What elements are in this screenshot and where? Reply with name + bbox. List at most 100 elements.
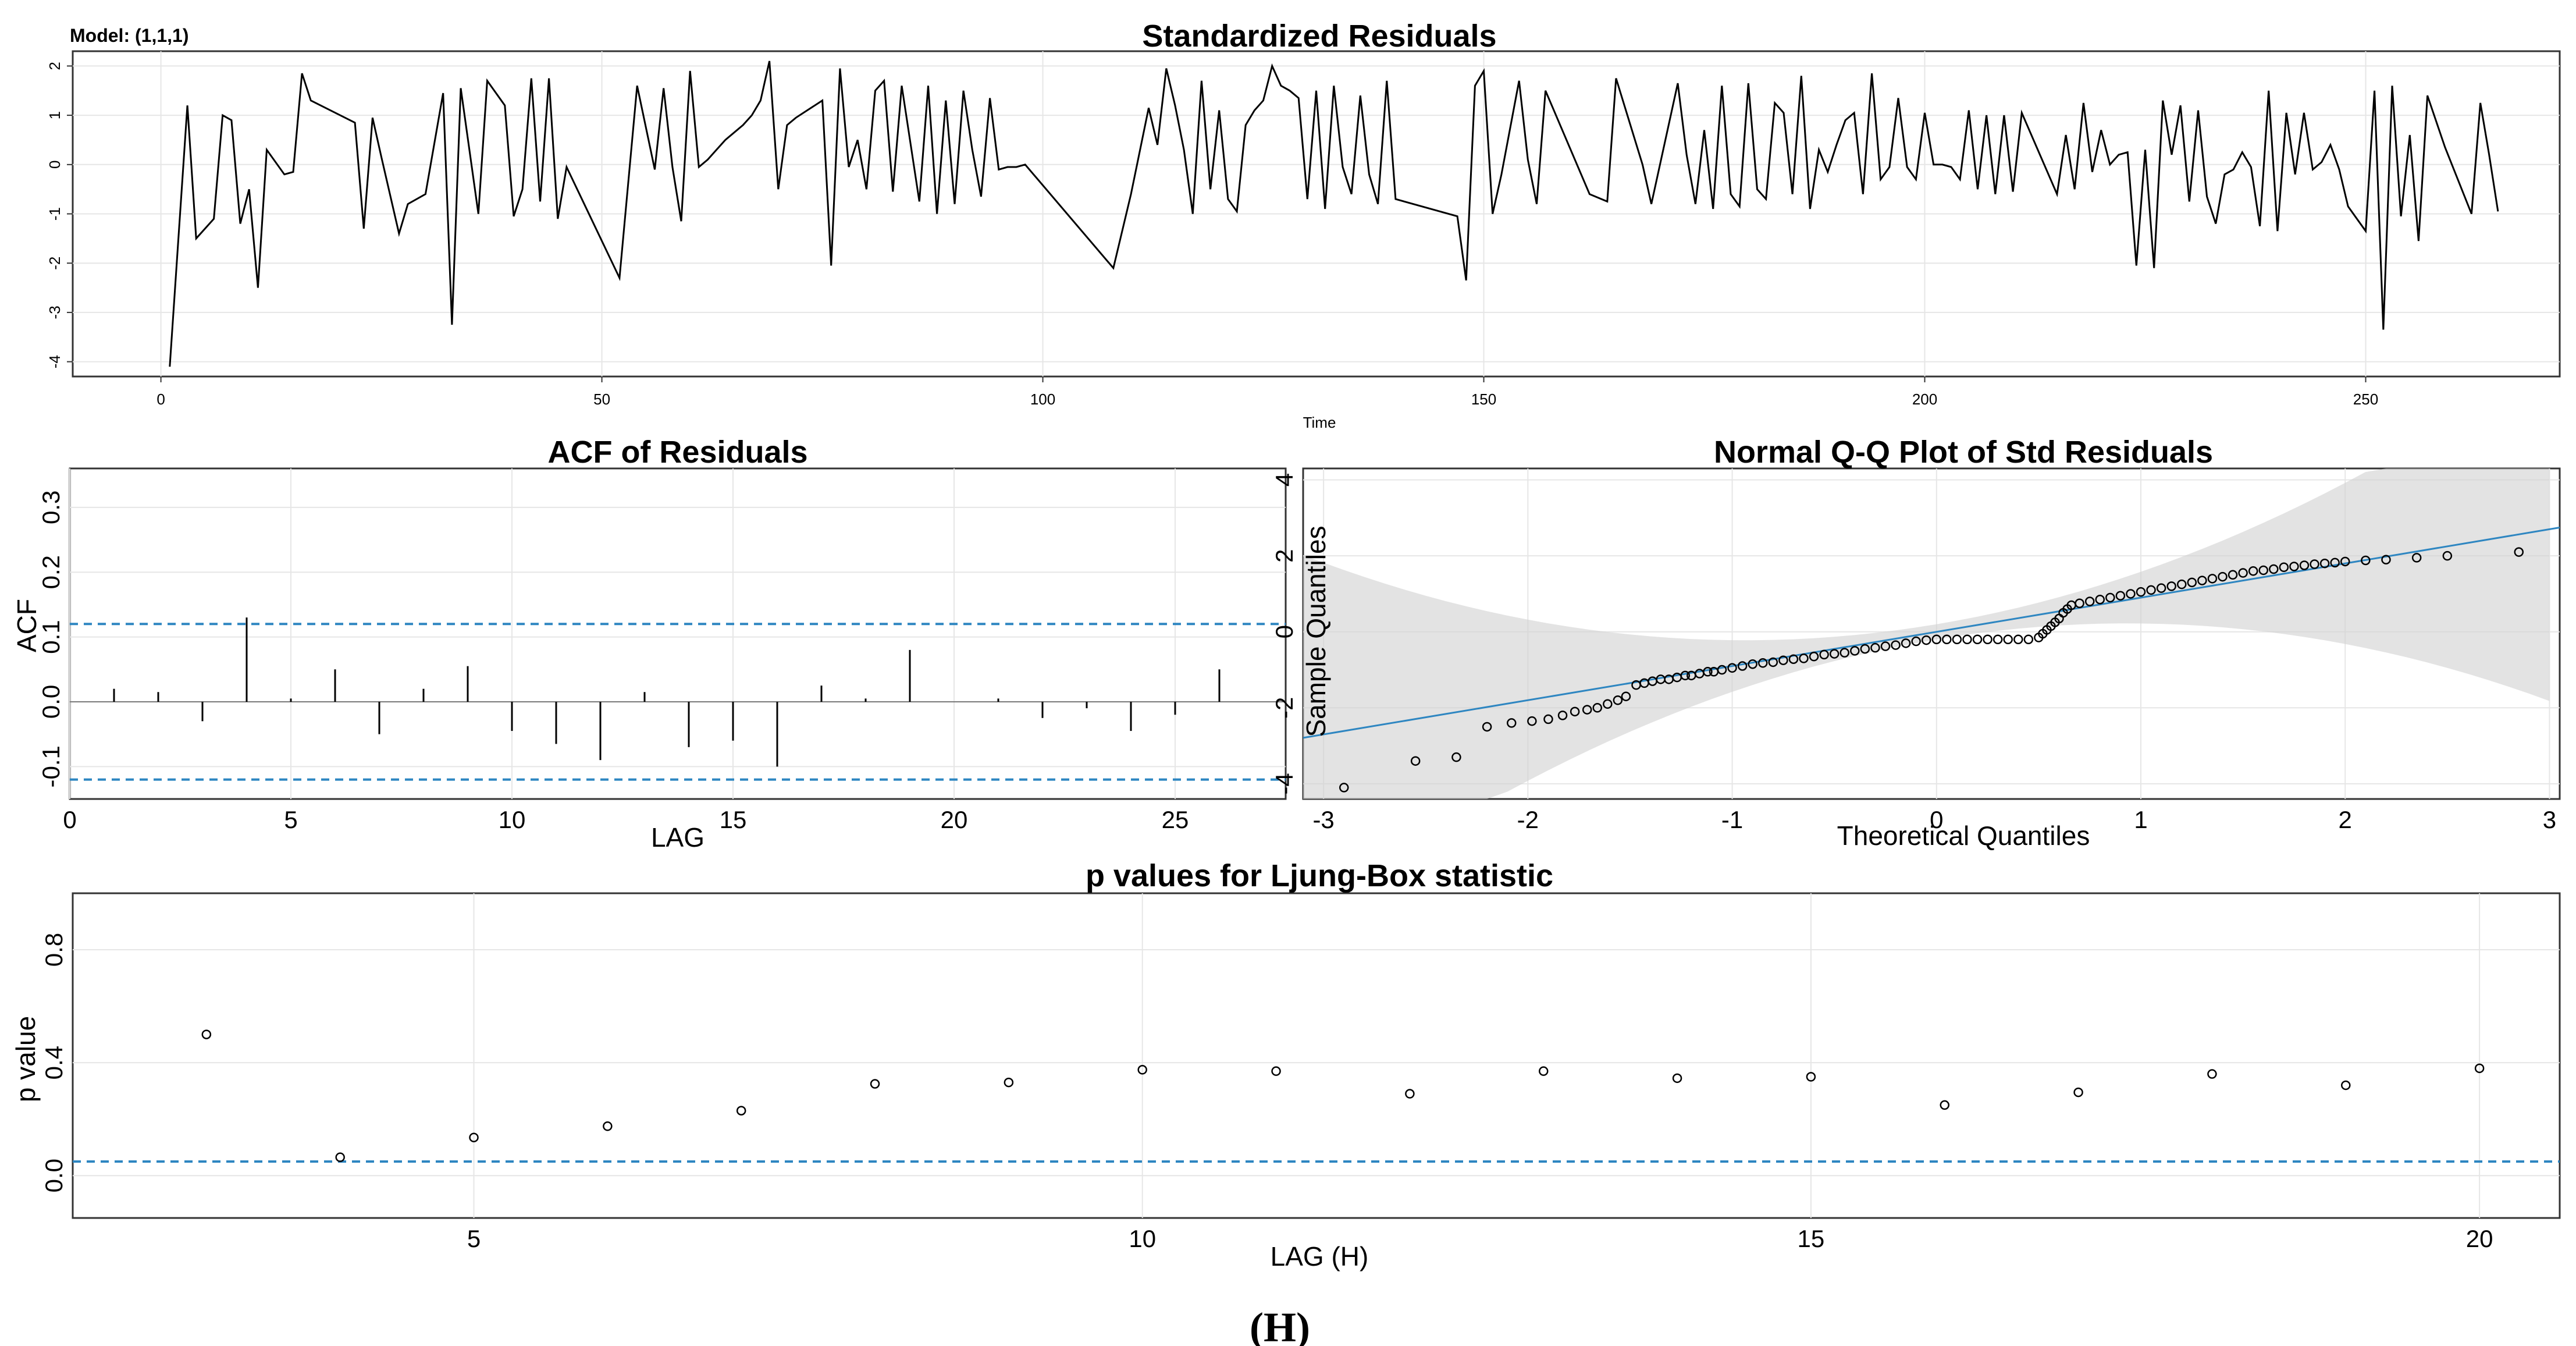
- ljung-box-point: [2073, 1087, 2083, 1098]
- qq-xtick-label: 2: [2339, 806, 2352, 833]
- qq-point: [1582, 705, 1592, 715]
- qq-point: [1931, 634, 1942, 645]
- qq-ticks: -3 -2 -1 0 1 2 3 -4 -2 0 2 4: [1271, 473, 2556, 833]
- ljung-box-point: [1538, 1066, 1549, 1076]
- qq-point: [1527, 716, 1537, 726]
- qq-point: [1748, 659, 1757, 669]
- acf-xtick-label: 20: [941, 806, 968, 833]
- qq-point: [2156, 583, 2166, 593]
- qq-point: [2136, 587, 2146, 597]
- qq-plot-panel: -3 -2 -1 0 1 2 3 -4 -2 0 2 4 Normal Q-Q Plot of Std…: [1271, 435, 2561, 851]
- acf-xtick-label: 10: [499, 806, 526, 833]
- qq-point: [2289, 562, 2299, 571]
- qq-point: [1768, 657, 1778, 667]
- ljung-box-point: [469, 1132, 479, 1142]
- qq-xtick-label: -2: [1517, 806, 1539, 833]
- acf-grid: [69, 468, 1286, 799]
- qq-point: [2013, 634, 2023, 645]
- acf-ticks: 0 5 10 15 20 25 -0.1 0.0 0.1 0.2 0.3: [37, 491, 1189, 833]
- acf-plot-area: [69, 467, 1287, 800]
- std-residuals-xtick-label: 150: [1471, 390, 1496, 408]
- ljung-box-point: [1405, 1089, 1415, 1099]
- ljung-box-point: [2474, 1063, 2485, 1074]
- ljung-box-ytick-label: 0.4: [40, 1046, 67, 1079]
- qq-point: [1829, 649, 1840, 659]
- qq-xtick-label: -1: [1721, 806, 1743, 833]
- qq-point: [2299, 560, 2310, 570]
- acf-ylabel: ACF: [12, 599, 42, 652]
- acf-ytick-label: 0.2: [37, 555, 65, 589]
- ljung-box-point: [1271, 1066, 1281, 1076]
- qq-point: [1727, 663, 1737, 673]
- std-residuals-xtick-label: 250: [2353, 390, 2378, 408]
- std-residuals-ytick-label: -3: [46, 306, 63, 319]
- qq-point: [2228, 570, 2238, 580]
- ljung-box-title: p values for Ljung-Box statistic: [1086, 858, 1553, 893]
- figure-caption: (H): [1250, 1304, 1310, 1346]
- acf-ytick-label: 0.3: [37, 491, 65, 524]
- qq-point: [1621, 691, 1631, 701]
- qq-point: [1952, 634, 1962, 645]
- qq-point: [2207, 574, 2218, 584]
- std-residuals-grid: [73, 51, 2560, 377]
- acf-xlabel: LAG: [651, 822, 705, 853]
- qq-point: [2238, 568, 2248, 578]
- qq-point: [1757, 658, 1768, 668]
- qq-point: [1592, 703, 1603, 713]
- qq-point: [1901, 638, 1911, 648]
- ljung-box-xtick-label: 15: [1798, 1225, 1825, 1252]
- qq-point: [1850, 646, 1860, 656]
- qq-point: [2442, 551, 2453, 561]
- qq-title: Normal Q-Q Plot of Std Residuals: [1714, 435, 2213, 470]
- qq-point: [1880, 641, 1891, 651]
- qq-point: [1819, 649, 1829, 660]
- qq-point: [1680, 670, 1691, 681]
- qq-point: [2310, 559, 2319, 569]
- ljung-box-xtick-label: 5: [467, 1225, 481, 1252]
- ljung-box-xtick-label: 20: [2466, 1225, 2493, 1252]
- acf-title: ACF of Residuals: [547, 435, 807, 470]
- ljung-box-ytick-label: 0.0: [40, 1159, 67, 1192]
- acf-residuals-panel: 0 5 10 15 20 25 -0.1 0.0 0.1 0.2 0.3 ACF of Residu…: [12, 435, 1287, 853]
- qq-point: [1993, 634, 2003, 645]
- ljung-box-point: [1137, 1065, 1147, 1075]
- qq-xtick-label: 1: [2134, 806, 2147, 833]
- qq-point: [2003, 634, 2013, 645]
- qq-point: [2146, 585, 2156, 595]
- qq-point: [2258, 565, 2268, 576]
- acf-ytick-label: 0.1: [37, 620, 65, 654]
- qq-ytick-label: -4: [1271, 773, 1298, 794]
- std-residuals-ytick-label: -4: [46, 355, 63, 368]
- qq-point: [1339, 783, 1349, 793]
- qq-point: [1703, 667, 1713, 677]
- qq-point: [2514, 547, 2524, 557]
- std-residuals-title: Standardized Residuals: [1142, 19, 1496, 54]
- qq-point: [2411, 553, 2422, 563]
- qq-point: [2279, 562, 2289, 572]
- ljung-box-point: [736, 1106, 746, 1116]
- ljung-box-grid: [73, 893, 2560, 1218]
- ljung-box-ylabel: p value: [10, 1016, 41, 1102]
- acf-xtick-label: 5: [284, 806, 297, 833]
- qq-reference-line: [1303, 527, 2560, 739]
- qq-xtick-label: 3: [2543, 806, 2556, 833]
- qq-point: [1603, 699, 1613, 709]
- qq-xtick-label: 0: [1930, 806, 1943, 833]
- std-residuals-series-line: [169, 61, 2499, 367]
- qq-point: [2340, 556, 2350, 567]
- acf-xtick-label: 25: [1162, 806, 1189, 833]
- acf-ytick-label: -0.1: [37, 745, 65, 787]
- ljung-box-ticks: 5 10 15 20 0.0 0.4 0.8: [40, 933, 2493, 1252]
- qq-point: [1557, 711, 1568, 720]
- qq-ylabel: Sample Quantiles: [1301, 525, 1331, 737]
- ljung-box-point: [1004, 1077, 1014, 1088]
- qq-point: [1613, 695, 1623, 705]
- qq-point: [1543, 714, 1553, 725]
- qq-point: [1962, 634, 1972, 645]
- qq-point: [2197, 576, 2207, 585]
- qq-point: [2105, 592, 2115, 603]
- qq-point: [1506, 718, 1517, 728]
- std-residuals-ytick-label: 0: [46, 161, 63, 169]
- qq-point: [1911, 636, 1921, 647]
- ljung-box-point: [1940, 1100, 1949, 1110]
